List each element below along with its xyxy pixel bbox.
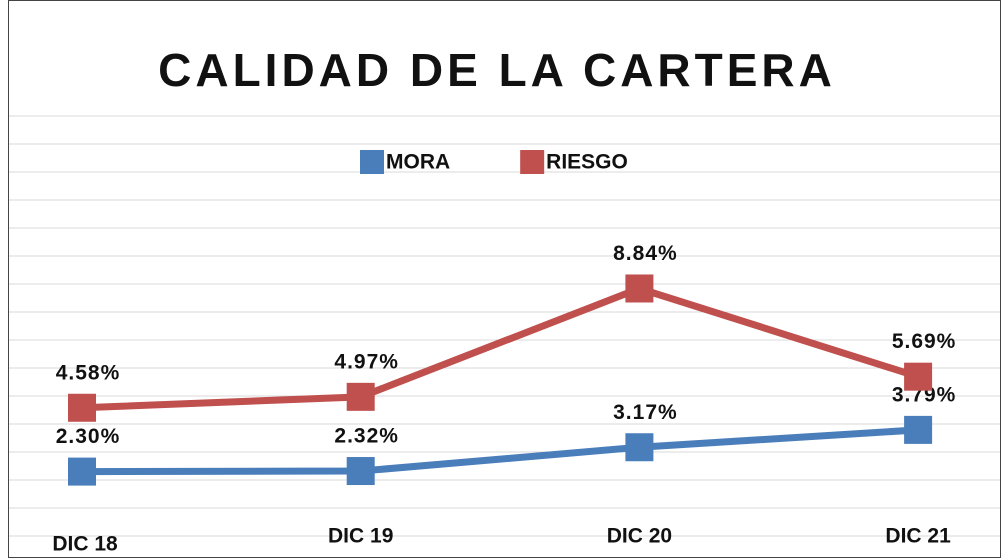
point-marker (346, 382, 375, 411)
legend-label: MORA (386, 151, 450, 174)
point-marker (625, 274, 654, 303)
legend-swatch (520, 150, 545, 174)
chart-title: CALIDAD DE LA CARTERA (158, 44, 836, 96)
data-label: 2.30% (56, 425, 121, 448)
legend-label: RIESGO (546, 151, 628, 174)
point-marker (904, 362, 933, 391)
point-marker (625, 433, 654, 462)
point-marker (346, 457, 375, 486)
data-label: 4.97% (334, 350, 399, 373)
x-tick-label: DIC 19 (328, 525, 393, 548)
point-marker (68, 393, 96, 422)
x-tick-label: DIC 20 (607, 525, 672, 548)
data-label: 4.58% (56, 361, 121, 384)
data-label: 5.69% (892, 330, 957, 353)
data-label: 8.84% (613, 242, 678, 265)
point-marker (904, 415, 933, 444)
series-line (81, 426, 919, 476)
point-marker (68, 457, 96, 486)
legend-swatch (360, 150, 384, 174)
chart-border (8, 0, 1001, 558)
data-label: 3.17% (613, 401, 678, 424)
data-label: 2.32% (334, 425, 399, 448)
x-tick-label: DIC 18 (52, 533, 118, 556)
series-line (81, 284, 920, 412)
x-tick-label: DIC 21 (885, 525, 951, 548)
